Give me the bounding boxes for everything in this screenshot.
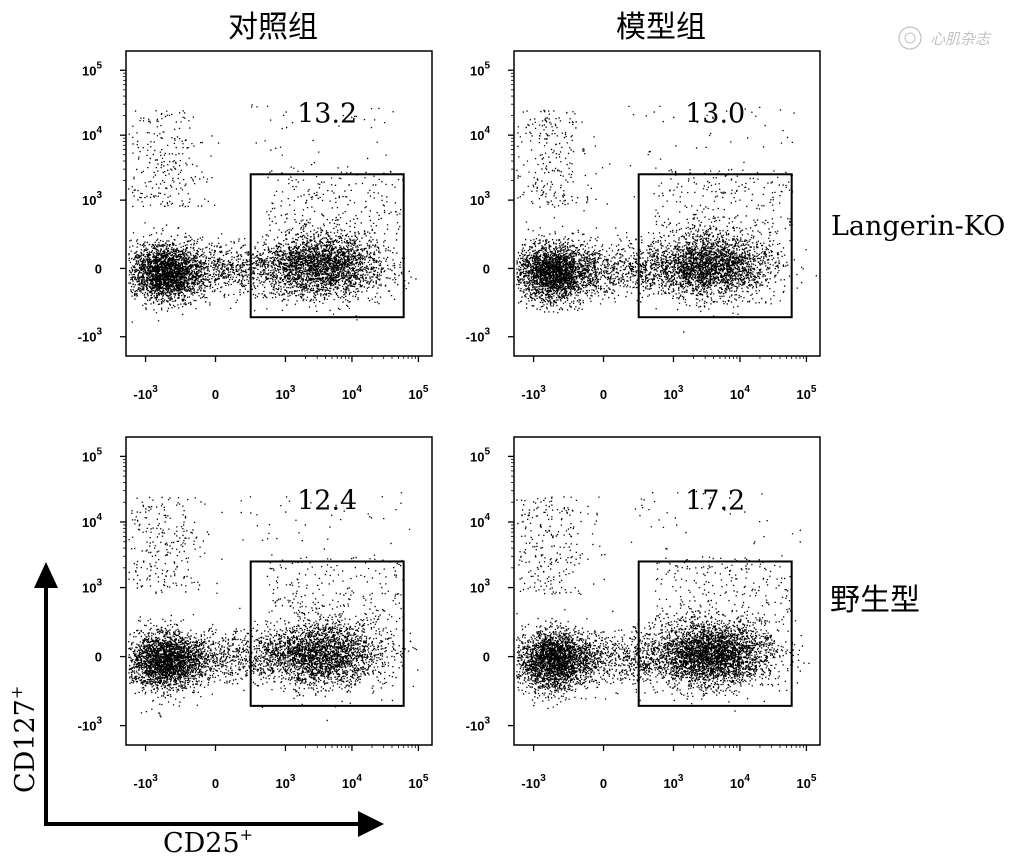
y-tick-label: 105 bbox=[82, 446, 102, 464]
y-tick-label: -103 bbox=[78, 716, 103, 734]
x-tick-label: 105 bbox=[408, 773, 428, 791]
x-tick-label: 104 bbox=[730, 384, 750, 402]
gate-rectangle bbox=[637, 173, 793, 319]
event-dots bbox=[128, 104, 417, 323]
event-dots bbox=[516, 105, 817, 333]
x-tick-label: 104 bbox=[730, 773, 750, 791]
y-tick-label: 103 bbox=[82, 578, 102, 596]
y-axis-title: CD127+ bbox=[7, 686, 41, 793]
x-tick-label: 103 bbox=[663, 773, 683, 791]
y-tick-label: 103 bbox=[470, 190, 490, 208]
y-tick-label: 0 bbox=[95, 261, 102, 276]
panel-grid: 13.2 -103 0 103 104 105 105 104 103 0 -103 13.0 -103… bbox=[78, 50, 821, 791]
x-tick-label: 0 bbox=[600, 776, 607, 791]
plot-frame bbox=[125, 50, 433, 357]
axis-arrows: CD25+ CD127+ bbox=[7, 562, 384, 857]
x-axis-title: CD25+ bbox=[163, 825, 253, 857]
row-label-wild-type: 野生型 bbox=[830, 583, 920, 618]
column-header-control: 对照组 bbox=[228, 10, 318, 45]
y-tick-label: 105 bbox=[470, 60, 490, 78]
watermark-seal-icon bbox=[898, 26, 922, 50]
x-tick-label: -103 bbox=[521, 384, 546, 402]
y-axis-arrowhead-icon bbox=[34, 562, 58, 588]
gate-percentage-label: 12.4 bbox=[297, 485, 357, 516]
flow-plot-panel: 17.2 -103 0 103 104 105 105 104 103 0 -103 bbox=[466, 436, 821, 791]
event-dot bbox=[516, 490, 810, 712]
y-tick-label: 0 bbox=[483, 650, 490, 665]
event-dots bbox=[516, 490, 810, 712]
watermark-text: 心肌杂志 bbox=[930, 30, 992, 48]
y-tick-label: 0 bbox=[483, 261, 490, 276]
watermark: 心肌杂志 bbox=[898, 26, 992, 50]
y-tick-label: 104 bbox=[82, 125, 102, 143]
y-tick-label: 0 bbox=[95, 650, 102, 665]
plot-frame bbox=[513, 50, 821, 357]
x-tick-label: 0 bbox=[600, 387, 607, 402]
x-tick-label: -103 bbox=[133, 773, 158, 791]
x-tick-label: 105 bbox=[408, 384, 428, 402]
row-label-langerin-ko: Langerin-KO bbox=[831, 211, 1005, 242]
y-tick-label: -103 bbox=[466, 716, 491, 734]
x-tick-label: 104 bbox=[342, 773, 362, 791]
x-tick-label: 103 bbox=[275, 384, 295, 402]
x-tick-label: 105 bbox=[796, 384, 816, 402]
x-tick-label: 0 bbox=[212, 387, 219, 402]
x-axis-arrowhead-icon bbox=[358, 811, 384, 837]
y-tick-label: 104 bbox=[470, 512, 490, 530]
gate-percentage-label: 17.2 bbox=[685, 485, 745, 516]
plot-frame bbox=[125, 436, 433, 746]
x-tick-label: 0 bbox=[212, 776, 219, 791]
gate-percentage-label: 13.0 bbox=[685, 98, 745, 129]
gate-rectangle bbox=[249, 560, 405, 707]
flow-plot-panel: 13.0 -103 0 103 104 105 105 104 103 0 -103 bbox=[466, 50, 821, 402]
y-tick-label: 104 bbox=[82, 512, 102, 530]
y-tick-label: -103 bbox=[78, 327, 103, 345]
event-dot bbox=[128, 104, 417, 323]
x-tick-label: 105 bbox=[796, 773, 816, 791]
y-tick-label: 103 bbox=[82, 190, 102, 208]
event-dot bbox=[128, 492, 419, 722]
gate-rectangle bbox=[637, 560, 793, 707]
x-tick-label: -103 bbox=[133, 384, 158, 402]
y-tick-label: 105 bbox=[82, 60, 102, 78]
y-tick-label: 105 bbox=[470, 446, 490, 464]
flow-plot-panel: 12.4 -103 0 103 104 105 105 104 103 0 -103 bbox=[78, 436, 433, 791]
y-tick-label: 104 bbox=[470, 125, 490, 143]
gate-percentage-label: 13.2 bbox=[297, 98, 357, 129]
gate-rectangle bbox=[249, 173, 405, 319]
y-tick-label: 103 bbox=[470, 578, 490, 596]
y-tick-label: -103 bbox=[466, 327, 491, 345]
column-header-model: 模型组 bbox=[616, 10, 706, 45]
x-tick-label: -103 bbox=[521, 773, 546, 791]
plot-frame bbox=[513, 436, 821, 746]
x-tick-label: 104 bbox=[342, 384, 362, 402]
event-dots bbox=[128, 492, 419, 722]
event-dot bbox=[516, 105, 817, 333]
flow-plot-panel: 13.2 -103 0 103 104 105 105 104 103 0 -103 bbox=[78, 50, 433, 402]
x-tick-label: 103 bbox=[663, 384, 683, 402]
x-tick-label: 103 bbox=[275, 773, 295, 791]
